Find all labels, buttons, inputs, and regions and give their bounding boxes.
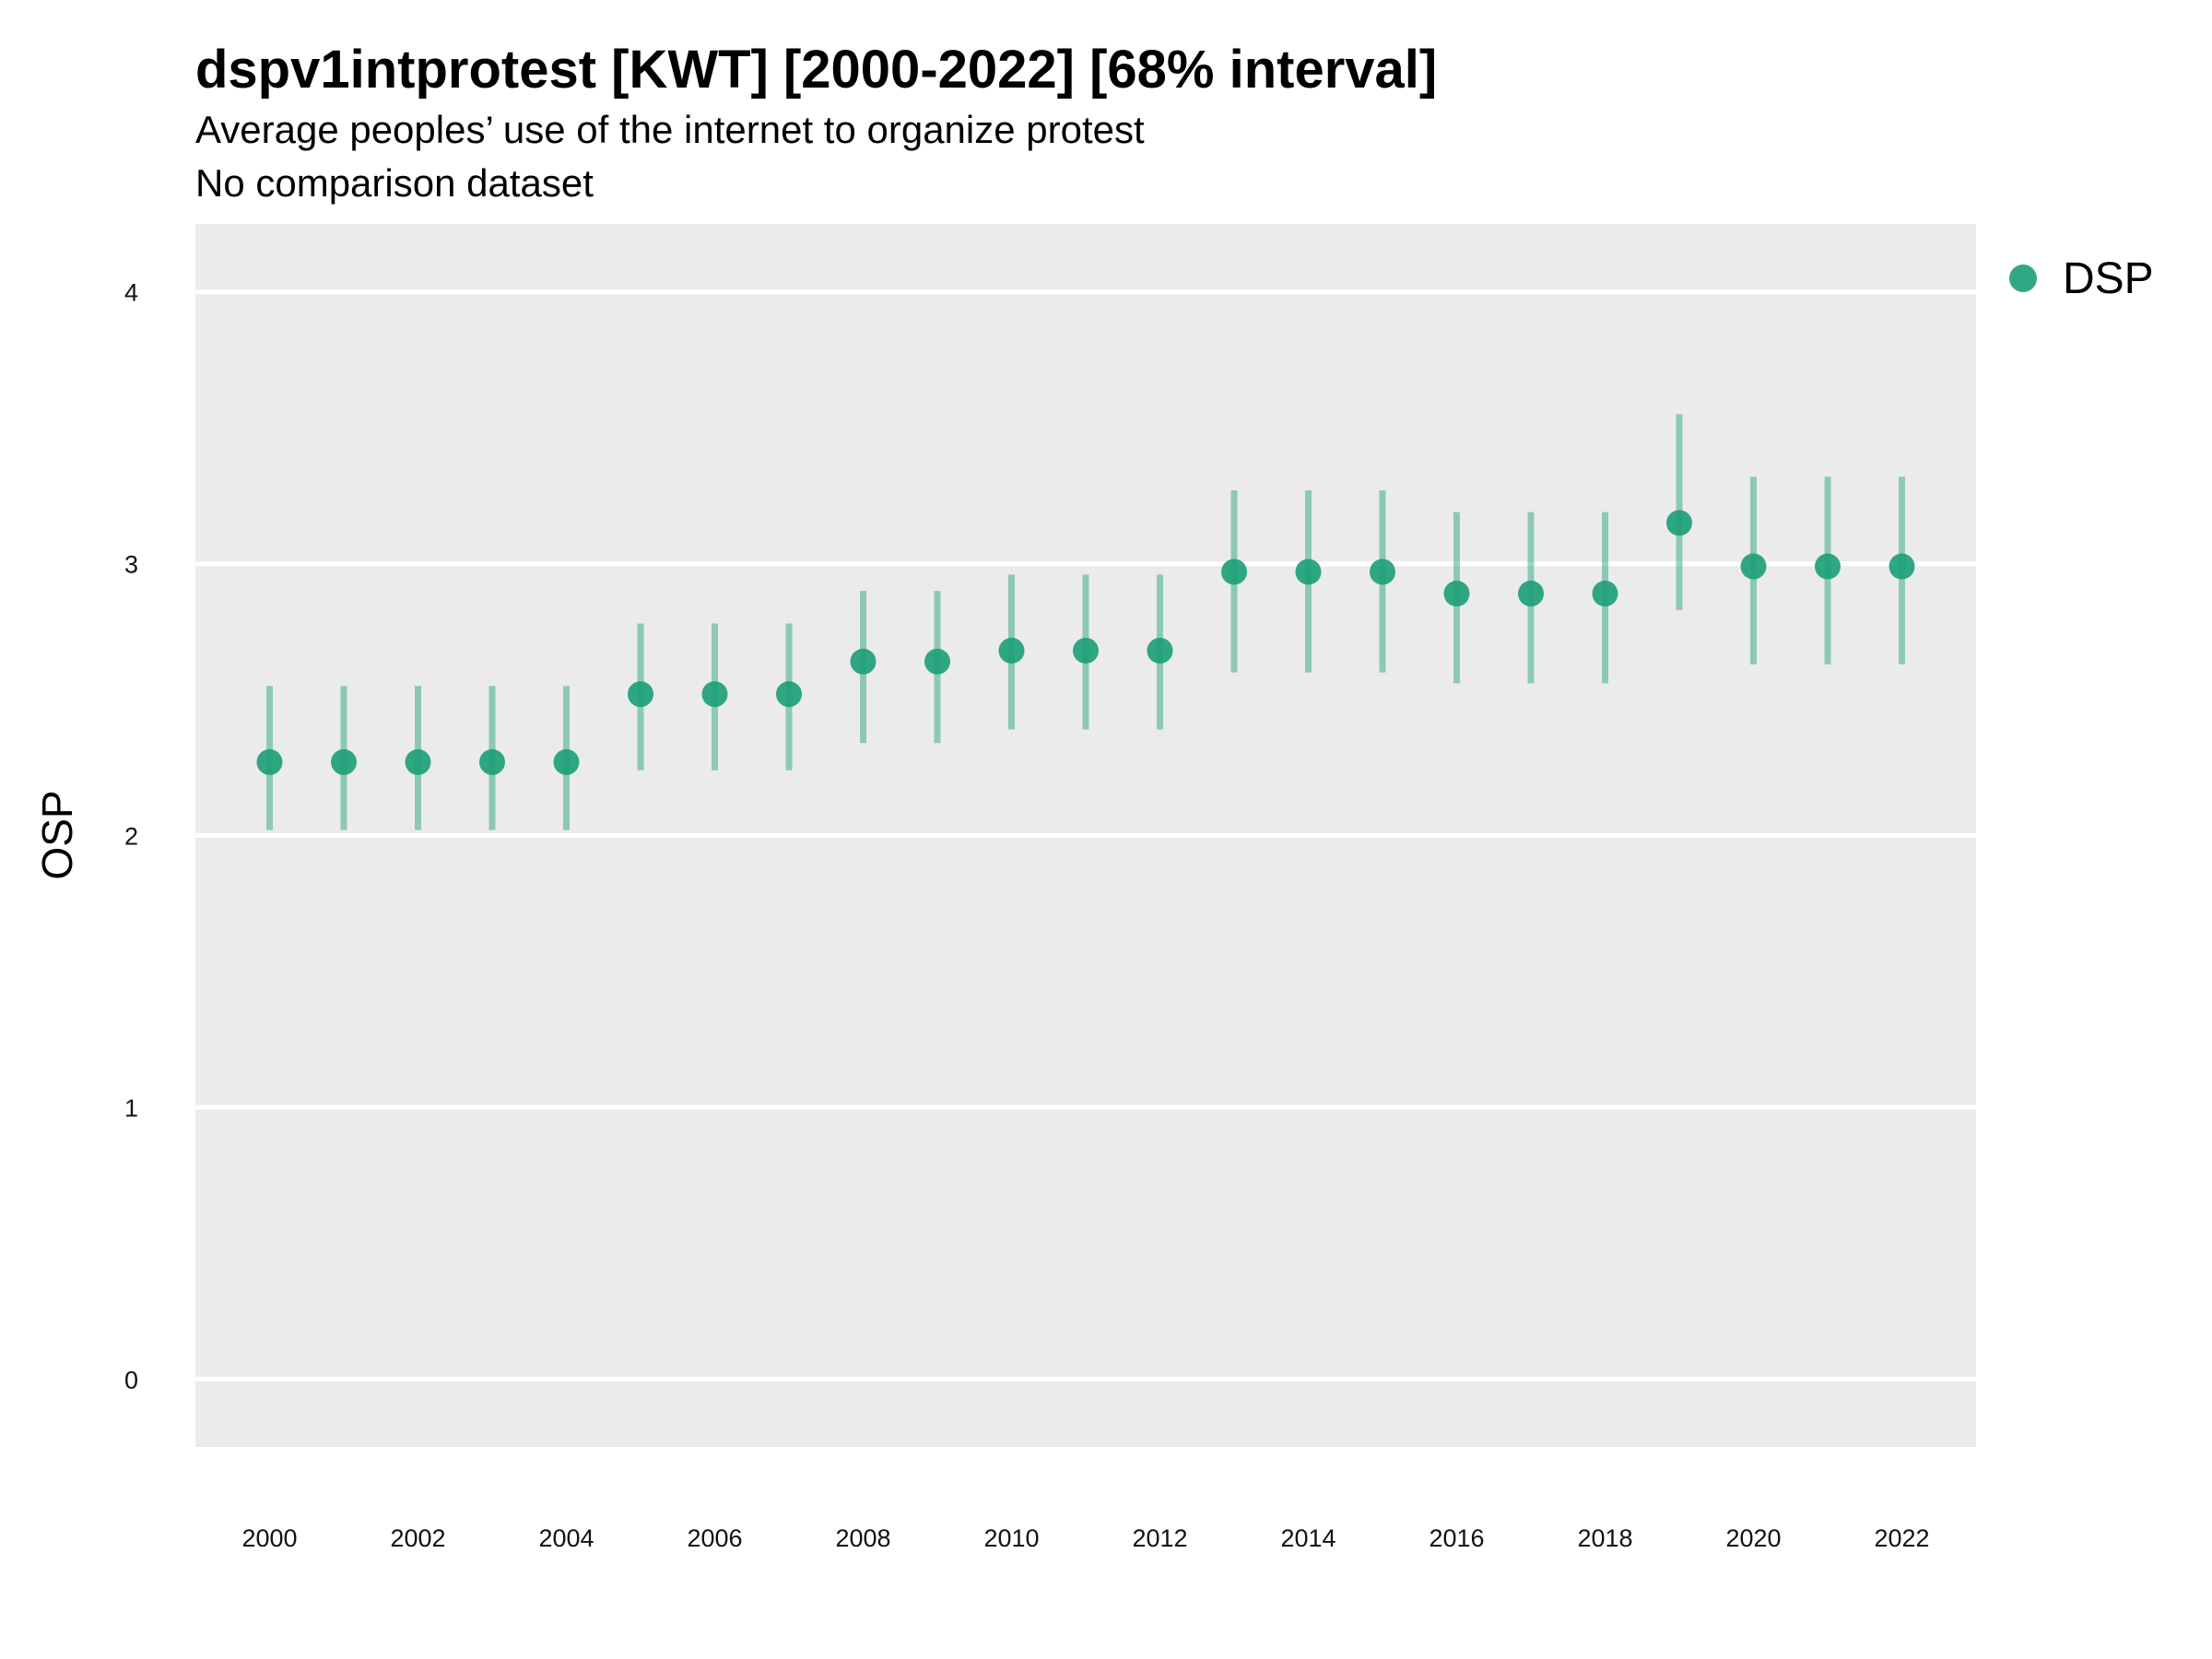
data-point-2002 <box>405 748 431 775</box>
data-point-2012 <box>1147 637 1173 664</box>
data-point-2015 <box>1370 559 1395 585</box>
data-point-2007 <box>776 681 802 708</box>
x-tick-label-2018: 2018 <box>1577 1524 1632 1552</box>
data-point-2022 <box>1888 553 1915 580</box>
legend: DSP <box>2009 254 2154 303</box>
x-tick-label-2012: 2012 <box>1132 1524 1187 1552</box>
x-tick-label-2002: 2002 <box>390 1524 445 1552</box>
data-point-2020 <box>1740 553 1767 580</box>
data-point-2003 <box>479 748 505 775</box>
data-point-2010 <box>998 637 1025 664</box>
data-point-2021 <box>1815 553 1841 580</box>
data-point-2019 <box>1666 510 1692 536</box>
legend-marker-dsp <box>2009 265 2037 292</box>
x-tick-label-2016: 2016 <box>1429 1524 1484 1552</box>
x-tick-label-2004: 2004 <box>538 1524 594 1552</box>
data-point-2011 <box>1073 637 1099 664</box>
data-point-2000 <box>256 748 283 775</box>
data-points <box>256 510 1915 775</box>
data-point-2009 <box>924 648 950 675</box>
data-point-2014 <box>1295 559 1322 585</box>
y-axis-ticks: 0 1 2 3 4 <box>124 279 138 1394</box>
chart-subtitle-line-1: Average peoples’ use of the internet to … <box>195 108 1145 151</box>
grid-lines <box>195 289 1976 1382</box>
x-axis-ticks: 2000 2002 2004 2006 2008 2010 2012 2014 2016 2018… <box>241 1524 1929 1552</box>
data-point-2018 <box>1592 581 1618 607</box>
data-point-2008 <box>850 648 877 675</box>
chart-subtitle-line-2: No comparison dataset <box>195 161 594 205</box>
data-point-2013 <box>1221 559 1247 585</box>
data-point-2005 <box>628 681 653 708</box>
y-tick-label-0: 0 <box>124 1366 138 1394</box>
x-tick-label-2010: 2010 <box>983 1524 1039 1552</box>
x-tick-label-2022: 2022 <box>1874 1524 1929 1552</box>
x-tick-label-2020: 2020 <box>1725 1524 1781 1552</box>
y-tick-label-3: 3 <box>124 551 138 579</box>
data-point-2017 <box>1518 581 1544 607</box>
y-tick-label-1: 1 <box>124 1094 138 1122</box>
x-tick-label-2008: 2008 <box>835 1524 890 1552</box>
data-point-2006 <box>701 681 728 708</box>
x-tick-label-2014: 2014 <box>1280 1524 1335 1552</box>
y-tick-label-2: 2 <box>124 823 138 851</box>
data-point-2016 <box>1443 581 1470 607</box>
y-tick-label-4: 4 <box>124 279 138 307</box>
x-tick-label-2000: 2000 <box>241 1524 297 1552</box>
chart-title: dspv1intprotest [KWT] [2000-2022] [68% i… <box>195 40 1437 100</box>
y-axis-title: OSP <box>33 790 81 879</box>
data-point-2001 <box>331 748 357 775</box>
x-tick-label-2006: 2006 <box>687 1524 742 1552</box>
legend-label-dsp: DSP <box>2063 254 2154 303</box>
data-point-2004 <box>553 748 580 775</box>
